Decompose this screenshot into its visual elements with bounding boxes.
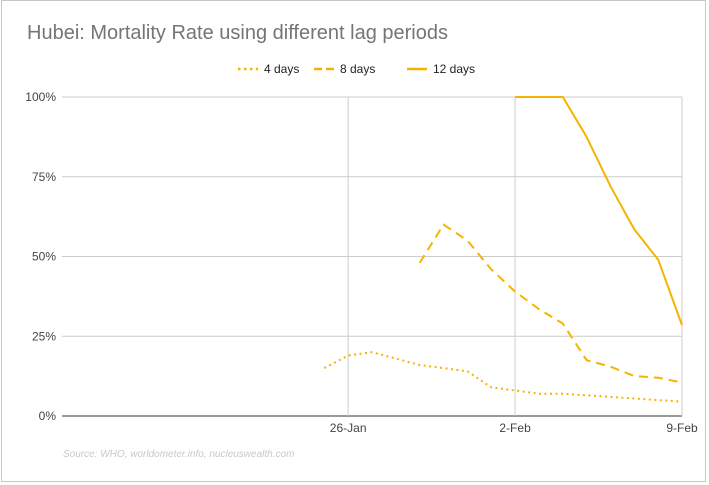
axis-labels: 0% 25% 50% 75% 100% 26-Jan 2-Feb 9-Feb — [25, 90, 698, 435]
chart-title: Hubei: Mortality Rate using different la… — [27, 22, 448, 44]
x-tick-label-1: 2-Feb — [499, 421, 531, 435]
legend-label-4-days: 4 days — [264, 62, 299, 76]
source-note: Source: WHO, worldometer.info, nucleuswe… — [63, 449, 295, 460]
series-line-8-days — [418, 223, 683, 384]
y-tick-label-0: 0% — [39, 409, 57, 423]
legend: 4 days 8 days 12 days — [238, 62, 475, 76]
grid — [62, 96, 683, 417]
legend-label-8-days: 8 days — [340, 62, 375, 76]
y-tick-label-25: 25% — [32, 329, 56, 343]
legend-label-12-days: 12 days — [433, 62, 475, 76]
x-tick-label-0: 26-Jan — [330, 421, 367, 435]
y-tick-label-75: 75% — [32, 170, 56, 184]
x-tick-label-2: 9-Feb — [666, 421, 698, 435]
series-line-12-days — [515, 96, 683, 326]
y-tick-label-50: 50% — [32, 250, 56, 264]
y-tick-label-100: 100% — [25, 90, 56, 104]
series-line-4-days — [323, 351, 683, 403]
series-lines — [323, 96, 683, 403]
